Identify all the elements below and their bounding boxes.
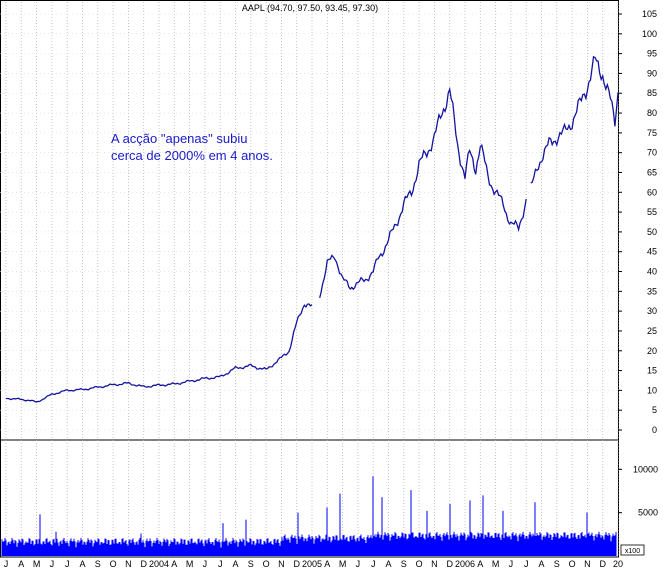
x-tick-label: A — [18, 559, 24, 569]
x-tick-label: M — [339, 559, 347, 569]
x-tick-label: N — [125, 559, 132, 569]
y-tick-label: 25 — [647, 326, 657, 336]
y-tick-label: 45 — [647, 247, 657, 257]
x-tick-label: N — [431, 559, 438, 569]
x-tick-label: S — [554, 559, 560, 569]
x-tick-label: A — [477, 559, 483, 569]
x-tick-label: A — [324, 559, 330, 569]
x-tick-label: J — [4, 559, 9, 569]
x-tick-label: J — [524, 559, 529, 569]
x-tick-label: J — [218, 559, 223, 569]
x-tick-label: A — [385, 559, 391, 569]
y-tick-label: 55 — [647, 207, 657, 217]
x-tick-label: S — [401, 559, 407, 569]
x-tick-label: A — [79, 559, 85, 569]
y-tick-label: 105 — [642, 9, 657, 19]
x-tick-label: N — [584, 559, 591, 569]
plot-frame — [0, 0, 619, 558]
x-tick-label: N — [278, 559, 285, 569]
x-tick-label: M — [186, 559, 194, 569]
y-tick-label: 35 — [647, 286, 657, 296]
x-tick-label: O — [416, 559, 423, 569]
x-tick-label: 2006 — [455, 559, 475, 569]
x-tick-label: J — [371, 559, 376, 569]
x-tick-label: M — [492, 559, 500, 569]
volume-unit-label: x100 — [625, 548, 640, 555]
y-tick-label: 40 — [647, 267, 657, 277]
x-tick-label: A — [232, 559, 238, 569]
price-series-line — [6, 303, 313, 403]
y-tick-label: 10 — [647, 385, 657, 395]
x-tick-label: D — [446, 559, 453, 569]
y-tick-label: 50 — [647, 227, 657, 237]
x-tick-label: A — [538, 559, 544, 569]
x-tick-label: S — [95, 559, 101, 569]
y-tick-label: 95 — [647, 49, 657, 59]
y-tick-label: 15 — [647, 366, 657, 376]
x-tick-label: J — [50, 559, 55, 569]
volume-unit-box — [620, 544, 645, 556]
x-tick-label: J — [509, 559, 514, 569]
x-tick-label: 20 — [613, 559, 623, 569]
chart-title: AAPL (94.70, 97.50, 93.45, 97.30) — [242, 3, 378, 13]
x-tick-label: J — [356, 559, 361, 569]
y-tick-label: 30 — [647, 306, 657, 316]
y-tick-label: 65 — [647, 167, 657, 177]
y-tick-label: 100 — [642, 29, 657, 39]
price-series-line — [530, 55, 619, 184]
y-tick-label: 5 — [652, 405, 657, 415]
y-tick-label: 80 — [647, 108, 657, 118]
x-tick-label: M — [33, 559, 41, 569]
x-tick-label: D — [140, 559, 147, 569]
annotation-line-1: A acção "apenas" subiu — [111, 131, 247, 146]
x-tick-label: J — [65, 559, 70, 569]
x-tick-label: 2004 — [149, 559, 169, 569]
y-tick-label: 0 — [652, 425, 657, 435]
y-tick-label: 20 — [647, 346, 657, 356]
volume-tick-label: 10000 — [633, 464, 658, 474]
x-tick-label: J — [203, 559, 208, 569]
x-tick-label: 2005 — [302, 559, 322, 569]
y-tick-label: 70 — [647, 148, 657, 158]
y-tick-label: 60 — [647, 187, 657, 197]
x-tick-label: A — [171, 559, 177, 569]
volume-tick-label: 5000 — [638, 508, 658, 518]
x-tick-label: O — [569, 559, 576, 569]
x-tick-label: D — [293, 559, 300, 569]
annotation-line-2: cerca de 2000% em 4 anos. — [111, 148, 273, 163]
x-tick-label: D — [599, 559, 606, 569]
y-tick-label: 90 — [647, 68, 657, 78]
y-tick-label: 75 — [647, 128, 657, 138]
x-tick-label: S — [248, 559, 254, 569]
x-tick-label: O — [263, 559, 270, 569]
x-tick-label: O — [110, 559, 117, 569]
price-series-line — [319, 86, 527, 299]
y-tick-label: 85 — [647, 88, 657, 98]
